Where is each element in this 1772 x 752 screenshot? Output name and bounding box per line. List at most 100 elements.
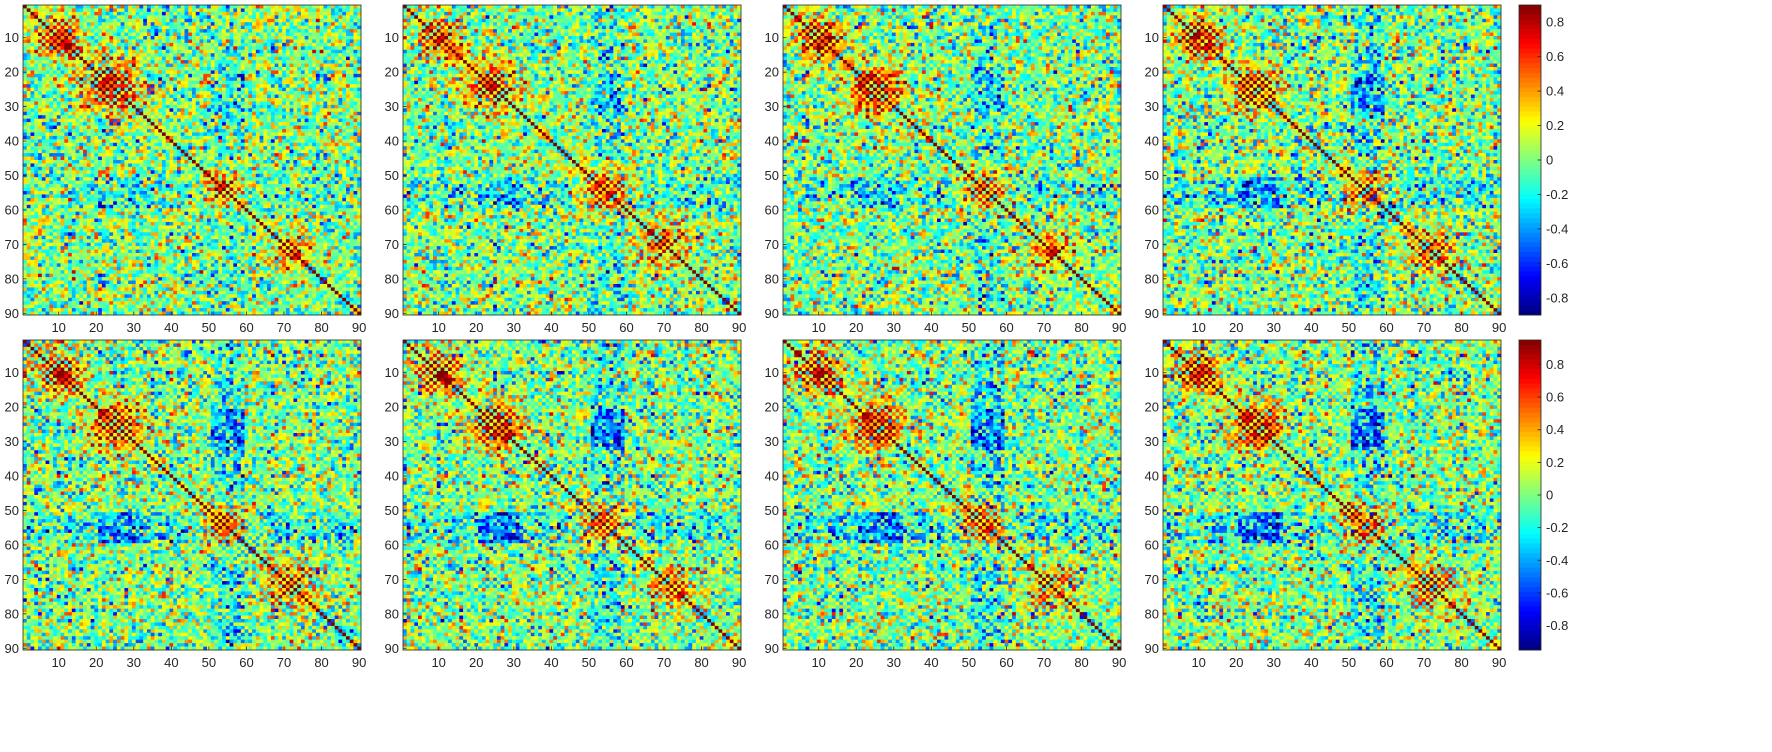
heatmap-cell	[188, 70, 192, 74]
heatmap-cell	[136, 29, 140, 33]
heatmap-cell	[282, 53, 286, 57]
heatmap-cell	[316, 36, 320, 40]
heatmap-cell	[245, 26, 249, 30]
heatmap-cell	[200, 36, 204, 40]
heatmap-cell	[64, 81, 68, 85]
heatmap-cell	[237, 33, 241, 37]
heatmap-cell	[177, 43, 181, 47]
heatmap-cell	[143, 70, 147, 74]
heatmap-cell	[76, 22, 80, 26]
heatmap-cell	[207, 29, 211, 33]
heatmap-cell	[132, 81, 136, 85]
heatmap-cell	[335, 33, 339, 37]
heatmap-cell	[278, 70, 282, 74]
heatmap-cell	[34, 67, 38, 71]
heatmap-cell	[297, 39, 301, 43]
heatmap-cell	[320, 64, 324, 68]
heatmap-cell	[222, 8, 226, 12]
heatmap-cell	[245, 67, 249, 71]
heatmap-cell	[248, 70, 252, 74]
heatmap-cell	[316, 74, 320, 78]
heatmap-cell	[38, 50, 42, 54]
heatmap-cell	[200, 43, 204, 47]
heatmap-cell	[331, 46, 335, 50]
heatmap-cell	[177, 64, 181, 68]
heatmap-cell	[226, 46, 230, 50]
heatmap-cell	[320, 70, 324, 74]
heatmap-cell	[192, 12, 196, 16]
heatmap-cell	[282, 77, 286, 81]
heatmap-cell	[68, 15, 72, 19]
heatmap-cell	[68, 50, 72, 54]
heatmap-cell	[184, 29, 188, 33]
heatmap-cell	[49, 57, 53, 61]
heatmap-cell	[124, 36, 128, 40]
heatmap-cell	[27, 74, 31, 78]
heatmap-cell	[42, 64, 46, 68]
heatmap-cell	[271, 60, 275, 64]
heatmap-cell	[83, 46, 87, 50]
heatmap-cell	[42, 50, 46, 54]
heatmap-cell	[98, 60, 102, 64]
heatmap-cell	[166, 46, 170, 50]
heatmap-cell	[184, 33, 188, 37]
heatmap-cell	[211, 81, 215, 85]
heatmap-cell	[207, 43, 211, 47]
heatmap-cell	[252, 12, 256, 16]
heatmap-cell	[147, 50, 151, 54]
heatmap-cell	[215, 29, 219, 33]
heatmap-cell	[79, 74, 83, 78]
heatmap-cell	[196, 84, 200, 88]
heatmap-cell	[166, 53, 170, 57]
heatmap-cell	[218, 8, 222, 12]
heatmap-cell	[94, 19, 98, 23]
heatmap-cell	[335, 26, 339, 30]
heatmap-cell	[241, 60, 245, 64]
heatmap-cell	[218, 46, 222, 50]
heatmap-cell	[38, 60, 42, 64]
heatmap-cell	[31, 26, 35, 30]
heatmap-cell	[192, 53, 196, 57]
heatmap-cell	[166, 77, 170, 81]
heatmap-cell	[290, 33, 294, 37]
heatmap-cell	[76, 43, 80, 47]
heatmap-cell	[248, 64, 252, 68]
heatmap-cell	[350, 46, 354, 50]
heatmap-cell	[241, 26, 245, 30]
heatmap-cell	[245, 53, 249, 57]
heatmap-cell	[38, 36, 42, 40]
heatmap-cell	[233, 19, 237, 23]
heatmap-cell	[248, 84, 252, 88]
heatmap-cell	[124, 46, 128, 50]
heatmap-cell	[57, 50, 61, 54]
heatmap-cell	[215, 50, 219, 54]
heatmap-cell	[61, 70, 65, 74]
heatmap-cell	[256, 84, 260, 88]
heatmap-cell	[121, 84, 125, 88]
heatmap-cell	[233, 26, 237, 30]
heatmap-cell	[23, 8, 27, 12]
heatmap-cell	[61, 53, 65, 57]
heatmap-cell	[61, 50, 65, 54]
heatmap-cell	[102, 19, 106, 23]
heatmap-cell	[31, 15, 35, 19]
heatmap-cell	[147, 15, 151, 19]
heatmap-cell	[263, 29, 267, 33]
heatmap-cell	[181, 8, 185, 12]
heatmap-cell	[64, 22, 68, 26]
heatmap-cell	[64, 29, 68, 33]
heatmap-cell	[158, 64, 162, 68]
heatmap-cell	[226, 19, 230, 23]
heatmap-cell	[256, 53, 260, 57]
heatmap-cell	[305, 15, 309, 19]
heatmap-cell	[218, 74, 222, 78]
heatmap-cell	[132, 19, 136, 23]
heatmap-cell	[181, 5, 185, 9]
heatmap-cell	[38, 22, 42, 26]
heatmap-cell	[158, 60, 162, 64]
heatmap-cell	[23, 26, 27, 30]
heatmap-cell	[132, 12, 136, 16]
heatmap-cell	[154, 81, 158, 85]
heatmap-cell	[267, 81, 271, 85]
heatmap-cell	[308, 81, 312, 85]
